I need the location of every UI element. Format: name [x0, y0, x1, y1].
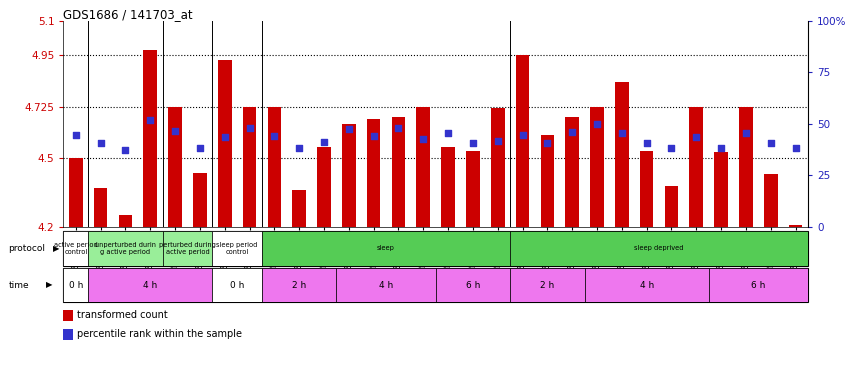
Point — [193, 145, 206, 151]
Bar — [243, 106, 256, 227]
Point — [69, 132, 83, 138]
Text: 4 h: 4 h — [640, 280, 654, 290]
Text: 6 h: 6 h — [466, 280, 480, 290]
Bar — [516, 55, 530, 227]
Bar — [466, 151, 480, 227]
Text: active period
control: active period control — [54, 242, 98, 255]
Text: time: time — [8, 280, 29, 290]
Text: 2 h: 2 h — [292, 280, 306, 290]
Bar — [739, 106, 753, 227]
Text: ▶: ▶ — [53, 244, 60, 253]
Text: protocol: protocol — [8, 244, 46, 253]
Point — [739, 130, 753, 136]
Point — [416, 136, 430, 142]
Point — [615, 130, 629, 136]
Bar — [144, 50, 157, 227]
Text: ▶: ▶ — [46, 280, 52, 290]
Point — [293, 145, 306, 151]
Bar — [212, 231, 262, 266]
Bar — [88, 268, 212, 302]
Bar — [63, 309, 73, 321]
Bar — [317, 147, 331, 227]
Bar — [218, 60, 232, 227]
Bar — [193, 173, 206, 227]
Point — [466, 140, 480, 146]
Text: sleep period
control: sleep period control — [217, 242, 258, 255]
Bar — [118, 215, 132, 227]
Point — [392, 125, 405, 131]
Bar — [689, 106, 703, 227]
Bar — [491, 108, 504, 227]
Point — [168, 128, 182, 134]
Bar — [764, 174, 777, 227]
Bar — [788, 225, 802, 227]
Bar — [342, 124, 355, 227]
Point — [218, 135, 232, 141]
Bar — [442, 147, 455, 227]
Bar — [665, 186, 678, 227]
Point — [516, 132, 530, 138]
Bar — [94, 188, 107, 227]
Point — [367, 134, 381, 140]
Text: sleep deprived: sleep deprived — [634, 246, 684, 251]
Bar — [88, 231, 162, 266]
Bar — [168, 106, 182, 227]
Text: perturbed during
active period: perturbed during active period — [159, 242, 216, 255]
Bar — [267, 106, 281, 227]
Bar — [640, 151, 653, 227]
Bar — [510, 268, 585, 302]
Text: 6 h: 6 h — [751, 280, 766, 290]
Bar — [510, 231, 808, 266]
Text: 2 h: 2 h — [541, 280, 554, 290]
Text: unperturbed durin
g active period: unperturbed durin g active period — [95, 242, 156, 255]
Bar — [591, 106, 604, 227]
Bar — [392, 117, 405, 227]
Point — [714, 145, 728, 151]
Point — [640, 140, 653, 146]
Point — [267, 134, 281, 140]
Bar — [714, 152, 728, 227]
Bar — [541, 135, 554, 227]
Point — [342, 126, 355, 132]
Point — [689, 135, 703, 141]
Bar — [63, 268, 88, 302]
Point — [317, 139, 331, 145]
Point — [665, 145, 678, 151]
Text: 4 h: 4 h — [143, 280, 157, 290]
Bar — [337, 268, 436, 302]
Text: 0 h: 0 h — [230, 280, 244, 290]
Bar — [63, 328, 73, 340]
Bar — [162, 231, 212, 266]
Bar — [69, 158, 83, 227]
Bar — [709, 268, 808, 302]
Bar — [615, 82, 629, 227]
Point — [243, 125, 256, 131]
Text: percentile rank within the sample: percentile rank within the sample — [77, 329, 242, 339]
Text: sleep: sleep — [377, 246, 395, 251]
Bar — [262, 231, 510, 266]
Bar — [63, 231, 88, 266]
Point — [591, 121, 604, 127]
Point — [541, 140, 554, 146]
Point — [764, 140, 777, 146]
Bar — [293, 190, 306, 227]
Point — [491, 138, 504, 144]
Bar — [212, 268, 262, 302]
Bar — [565, 117, 579, 227]
Point — [144, 117, 157, 123]
Text: 0 h: 0 h — [69, 280, 83, 290]
Bar — [416, 106, 430, 227]
Text: transformed count: transformed count — [77, 310, 168, 320]
Text: 4 h: 4 h — [379, 280, 393, 290]
Point — [788, 145, 802, 151]
Point — [442, 130, 455, 136]
Bar — [262, 268, 337, 302]
Bar — [585, 268, 709, 302]
Bar — [436, 268, 510, 302]
Point — [565, 129, 579, 135]
Bar — [367, 119, 381, 227]
Point — [94, 140, 107, 146]
Text: GDS1686 / 141703_at: GDS1686 / 141703_at — [63, 8, 193, 21]
Point — [118, 147, 132, 153]
